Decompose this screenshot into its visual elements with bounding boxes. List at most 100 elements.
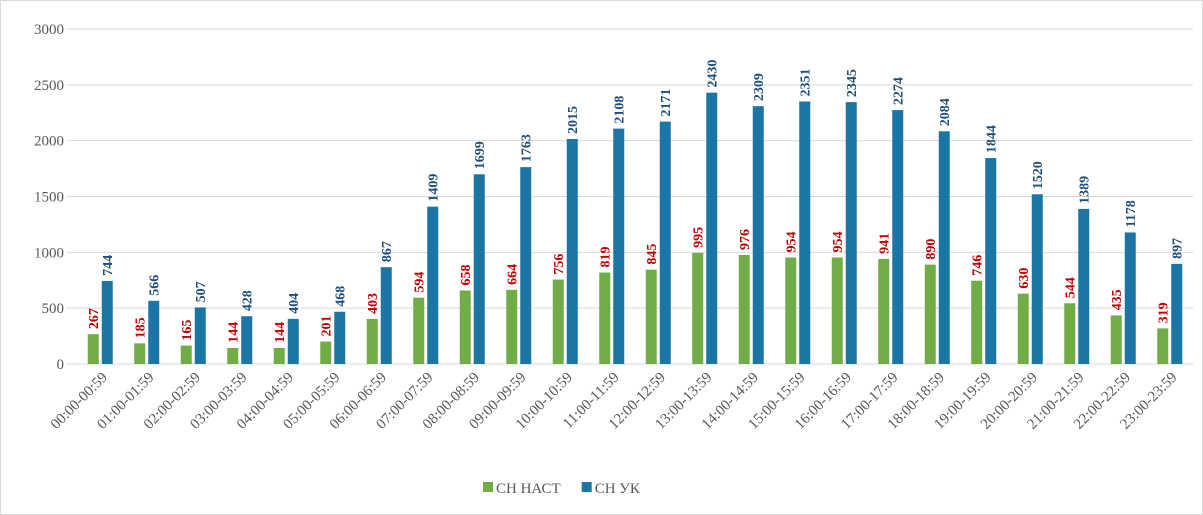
bar — [134, 343, 146, 364]
data-label: 201 — [320, 316, 335, 337]
bar — [706, 92, 718, 365]
bar — [1017, 293, 1029, 364]
bar — [785, 257, 797, 364]
legend-label: СН УК — [595, 481, 641, 497]
bar — [380, 267, 392, 364]
legend-swatch — [581, 482, 592, 492]
legend-label: СН НАСТ — [496, 481, 561, 497]
bar — [1031, 194, 1043, 364]
bar — [241, 316, 253, 364]
data-label: 630 — [1017, 268, 1032, 289]
data-label: 2015 — [566, 106, 581, 134]
bar — [194, 307, 206, 364]
data-label: 1699 — [473, 141, 488, 169]
data-label: 2430 — [706, 60, 721, 88]
data-label: 428 — [241, 290, 256, 311]
bar — [1064, 303, 1076, 364]
data-label: 2274 — [892, 77, 907, 105]
data-label: 746 — [971, 255, 986, 276]
bar — [1078, 208, 1090, 364]
y-tick-label: 0 — [57, 357, 65, 373]
bar — [413, 297, 425, 364]
bar — [459, 290, 471, 364]
bar — [566, 138, 578, 364]
data-label: 890 — [924, 239, 939, 260]
data-label: 995 — [692, 227, 707, 248]
data-label: 2345 — [845, 69, 860, 97]
bar — [799, 101, 811, 364]
bar — [427, 206, 439, 364]
bar — [1171, 263, 1183, 364]
bar — [520, 167, 532, 364]
data-label: 507 — [194, 281, 209, 302]
data-label: 185 — [134, 317, 149, 338]
data-label: 658 — [459, 265, 474, 286]
bar — [659, 121, 671, 365]
data-label: 819 — [599, 247, 614, 268]
y-tick-label: 2000 — [34, 134, 64, 150]
data-label: 976 — [738, 229, 753, 250]
bar — [938, 131, 950, 364]
data-label: 897 — [1171, 238, 1186, 259]
y-tick-label: 1000 — [34, 245, 64, 261]
data-label: 544 — [1064, 277, 1079, 298]
bar — [273, 347, 285, 364]
bar — [845, 102, 857, 365]
data-label: 664 — [506, 264, 521, 285]
bar — [366, 318, 378, 364]
data-label: 267 — [87, 308, 102, 329]
bar — [334, 311, 346, 364]
bar — [506, 289, 518, 364]
bar — [599, 272, 611, 364]
bar — [1157, 328, 1169, 364]
y-tick-label: 500 — [42, 301, 65, 317]
y-tick-label: 3000 — [34, 22, 64, 38]
bar — [985, 158, 997, 364]
bar — [878, 258, 890, 364]
data-label: 941 — [878, 233, 893, 254]
data-label: 2171 — [659, 89, 674, 117]
bar — [924, 264, 936, 364]
data-label: 435 — [1110, 289, 1125, 310]
data-label: 319 — [1157, 302, 1172, 323]
bar — [1124, 232, 1136, 364]
bar — [552, 279, 564, 364]
data-label: 403 — [366, 293, 381, 314]
data-label: 165 — [180, 320, 195, 341]
bar — [892, 110, 904, 364]
bar — [87, 334, 99, 364]
legend-swatch — [483, 482, 493, 492]
bar — [473, 174, 485, 364]
data-label: 2108 — [613, 96, 628, 124]
bar — [971, 280, 983, 364]
data-label: 468 — [334, 286, 349, 307]
data-label: 144 — [273, 322, 288, 343]
bar — [320, 341, 332, 364]
bar — [1110, 315, 1122, 364]
data-label: 566 — [148, 275, 163, 296]
bar — [752, 106, 764, 364]
data-label: 404 — [287, 293, 302, 314]
data-label: 867 — [380, 241, 395, 262]
y-tick-label: 1500 — [34, 190, 64, 206]
data-label: 845 — [645, 244, 660, 265]
bar — [613, 128, 625, 364]
data-label: 2351 — [799, 68, 814, 96]
data-label: 1520 — [1031, 161, 1046, 189]
data-label: 1409 — [427, 174, 442, 202]
bar — [227, 347, 239, 364]
data-label: 1763 — [520, 134, 535, 162]
data-label: 756 — [552, 254, 567, 275]
data-label: 144 — [227, 322, 242, 343]
data-label: 1178 — [1124, 200, 1139, 227]
bar — [148, 300, 160, 364]
data-label: 1389 — [1078, 176, 1093, 204]
bar — [738, 255, 750, 364]
bar — [287, 318, 299, 364]
data-label: 744 — [101, 255, 116, 276]
bar — [101, 280, 113, 364]
data-label: 594 — [413, 272, 428, 293]
data-label: 2084 — [938, 98, 953, 126]
